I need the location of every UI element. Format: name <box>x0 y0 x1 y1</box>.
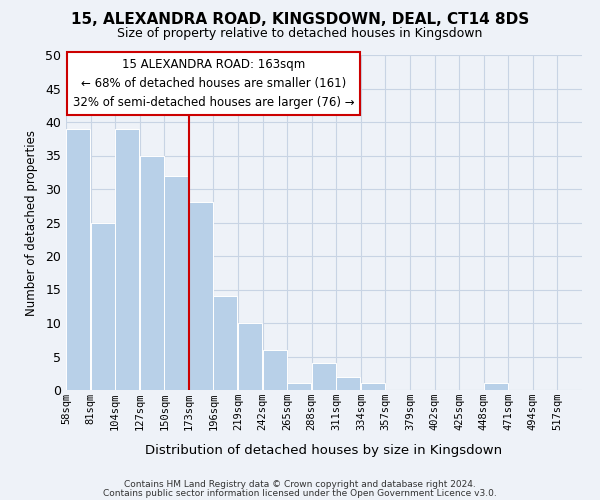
Bar <box>361 384 385 390</box>
Text: 15, ALEXANDRA ROAD, KINGSDOWN, DEAL, CT14 8DS: 15, ALEXANDRA ROAD, KINGSDOWN, DEAL, CT1… <box>71 12 529 28</box>
Text: Contains public sector information licensed under the Open Government Licence v3: Contains public sector information licen… <box>103 489 497 498</box>
Bar <box>164 176 188 390</box>
Bar <box>336 376 361 390</box>
Bar <box>238 323 262 390</box>
Bar <box>91 222 115 390</box>
X-axis label: Distribution of detached houses by size in Kingsdown: Distribution of detached houses by size … <box>145 444 503 457</box>
Bar <box>312 363 336 390</box>
Bar <box>214 296 238 390</box>
Bar <box>189 202 213 390</box>
Text: Contains HM Land Registry data © Crown copyright and database right 2024.: Contains HM Land Registry data © Crown c… <box>124 480 476 489</box>
Bar <box>66 128 90 390</box>
Bar <box>484 384 508 390</box>
Text: 15 ALEXANDRA ROAD: 163sqm
← 68% of detached houses are smaller (161)
32% of semi: 15 ALEXANDRA ROAD: 163sqm ← 68% of detac… <box>73 58 354 110</box>
Bar <box>263 350 287 390</box>
Text: Size of property relative to detached houses in Kingsdown: Size of property relative to detached ho… <box>118 28 482 40</box>
Bar <box>287 384 311 390</box>
Y-axis label: Number of detached properties: Number of detached properties <box>25 130 38 316</box>
Bar <box>140 156 164 390</box>
Bar <box>115 128 139 390</box>
